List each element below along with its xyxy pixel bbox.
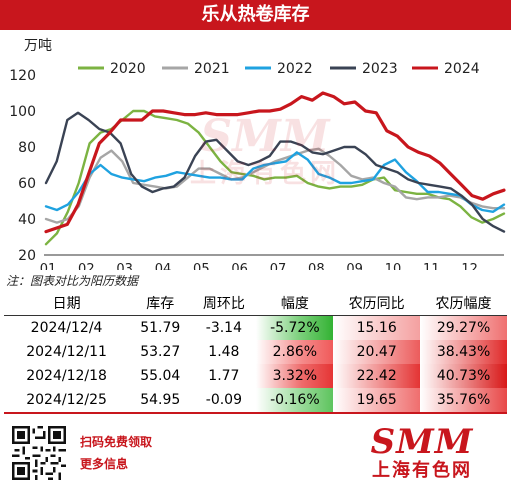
header-stock: 库存: [129, 291, 192, 316]
footer: 扫码免费领取 更多信息 SMM 上海有色网: [0, 420, 511, 491]
cell-lunar-pct: 40.73%: [420, 364, 507, 388]
table-row: 2024/12/11 53.27 1.48 2.86% 20.47 38.43%: [4, 340, 507, 364]
legend-label-2022: 2022: [277, 61, 313, 77]
cell-wow: -0.09: [191, 388, 257, 414]
table-header-row: 日期 库存 周环比 幅度 农历同比 农历幅度: [4, 291, 507, 316]
cell-stock: 53.27: [140, 344, 181, 360]
y-tick-label: 120: [9, 68, 36, 84]
table-row: 2024/12/18 55.04 1.77 3.32% 22.42 40.73%: [4, 364, 507, 388]
chart-note: 注：图表对比为阳历数据: [6, 274, 139, 288]
inventory-table: 日期 库存 周环比 幅度 农历同比 农历幅度 2024/12/4 51.79 -…: [4, 291, 507, 414]
cell-lunar-yoy: 19.65: [333, 388, 421, 414]
cell-lunar-yoy: 22.42: [333, 364, 421, 388]
x-tick-label: 01: [40, 262, 57, 270]
footer-line-2[interactable]: 更多信息: [80, 457, 129, 471]
x-tick-label: 04: [155, 262, 172, 270]
header-date: 日期: [4, 291, 130, 316]
y-tick-label: 20: [18, 248, 36, 264]
cell-change-pct: -0.16%: [256, 388, 334, 414]
cell-change-pct: -5.72%: [256, 315, 334, 340]
cell-lunar-pct: 35.76%: [420, 388, 507, 414]
chart-legend: 2020 2021 2022 2023 2024: [78, 61, 480, 77]
chart-title: 乐从热卷库存: [0, 0, 511, 30]
chart-lines: [44, 91, 506, 246]
cell-stock: 51.79: [140, 320, 181, 336]
cell-wow: 1.48: [208, 344, 240, 360]
header-lunar-pct: 农历幅度: [420, 291, 507, 316]
legend-label-2021: 2021: [194, 61, 230, 77]
legend-label-2020: 2020: [110, 61, 146, 77]
cell-lunar-pct: 29.27%: [420, 315, 507, 340]
legend-label-2024: 2024: [444, 61, 480, 77]
cell-lunar-yoy: 20.47: [333, 340, 421, 364]
x-axis-ticks: 01 02 03 04 05 06 07 08 09 10 11 12: [40, 262, 478, 270]
series-line-2024: [44, 91, 506, 234]
cell-date: 2024/12/4: [30, 320, 103, 336]
x-tick-label: 03: [116, 262, 133, 270]
smm-logo-sub: 上海有色网: [372, 460, 472, 481]
cell-wow: -3.14: [205, 320, 242, 336]
line-chart: 万吨 2020 2021 2022 2023 2024 20 40 60 80 100 120 0…: [9, 38, 506, 270]
x-tick-label: 08: [308, 262, 325, 270]
cell-lunar-pct: 38.43%: [420, 340, 507, 364]
y-tick-label: 60: [18, 176, 36, 192]
smm-logo: SMM 上海有色网: [342, 424, 502, 482]
x-tick-label: 05: [193, 262, 210, 270]
x-tick-label: 10: [385, 262, 402, 270]
cell-change-pct: 3.32%: [256, 364, 334, 388]
y-axis-ticks: 20 40 60 80 100 120: [9, 68, 36, 264]
series-line-2021: [44, 147, 506, 224]
x-tick-label: 09: [346, 262, 363, 270]
x-tick-label: 07: [270, 262, 287, 270]
y-tick-label: 40: [18, 212, 36, 228]
unit-label: 万吨: [24, 38, 52, 54]
header-change-pct: 幅度: [256, 291, 334, 316]
cell-date: 2024/12/11: [26, 344, 107, 360]
smm-logo-text: SMM: [370, 422, 474, 462]
header-wow: 周环比: [191, 291, 257, 316]
qr-code-icon[interactable]: [12, 426, 66, 480]
cell-stock: 54.95: [129, 388, 192, 414]
table-row: 2024/12/4 51.79 -3.14 -5.72% 15.16 29.27…: [4, 315, 507, 340]
series-line-2023: [44, 111, 506, 233]
footer-line-1[interactable]: 扫码免费领取: [80, 435, 153, 449]
table-row: 2024/12/25 54.95 -0.09 -0.16% 19.65 35.7…: [4, 388, 507, 414]
cell-date: 2024/12/18: [26, 368, 107, 384]
cell-change-pct: 2.86%: [256, 340, 334, 364]
cell-date: 2024/12/25: [4, 388, 130, 414]
legend-label-2023: 2023: [362, 61, 398, 77]
header-lunar-yoy: 农历同比: [333, 291, 421, 316]
series-line-2020: [44, 109, 506, 246]
cell-wow: 1.77: [208, 368, 240, 384]
x-tick-label: 06: [231, 262, 248, 270]
cell-stock: 55.04: [140, 368, 181, 384]
series-line-2022: [44, 151, 506, 214]
y-tick-label: 80: [18, 140, 36, 156]
cell-lunar-yoy: 15.16: [333, 315, 421, 340]
x-tick-label: 02: [78, 262, 95, 270]
x-tick-label: 11: [423, 262, 440, 270]
x-tick-label: 12: [461, 262, 478, 270]
y-tick-label: 100: [9, 104, 36, 120]
